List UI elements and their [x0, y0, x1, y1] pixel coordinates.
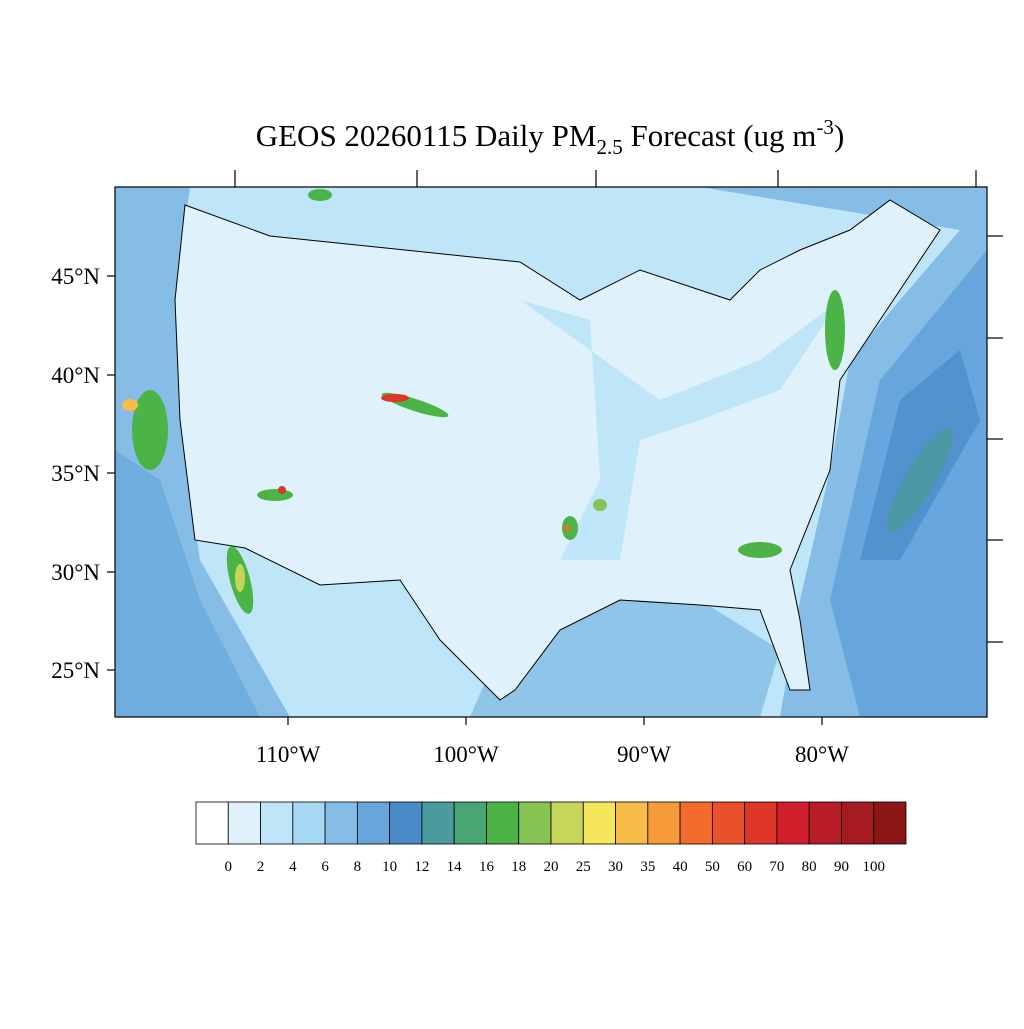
lon-label: 80°W: [795, 742, 849, 767]
colorbar-label: 16: [479, 859, 495, 875]
colorbar-box: [195, 801, 229, 845]
lat-label: 45°N: [51, 264, 100, 289]
colorbar-box: [711, 801, 746, 845]
colorbar-box: [841, 801, 875, 845]
colorbar-box: [356, 801, 391, 845]
axis-labels: 45°N 40°N 35°N 30°N 25°N 110°W 100°W 90°W 80°W: [51, 264, 849, 767]
colorbar-box: [518, 801, 552, 845]
title-part: -3: [816, 115, 834, 139]
colorbar-box: [260, 801, 294, 845]
lat-label: 25°N: [51, 658, 100, 683]
colorbar-box: [486, 801, 520, 845]
lat-label: 40°N: [51, 363, 100, 388]
colorbar-box: [389, 801, 423, 845]
colorbar-box: [582, 801, 616, 845]
colorbar-box: [808, 801, 842, 845]
colorbar-label: 18: [511, 859, 526, 875]
colorbar-box: [873, 801, 907, 845]
title-part: ): [834, 118, 844, 153]
colorbar-label: 4: [289, 859, 297, 875]
ticks: [107, 170, 1003, 725]
lat-label: 35°N: [51, 461, 100, 486]
colorbar-label: 14: [447, 859, 463, 875]
map-frame: [114, 186, 988, 718]
title-part: Forecast (ug m: [623, 118, 817, 153]
colorbar-label: 100: [862, 859, 885, 875]
colorbar-label: 80: [802, 859, 817, 875]
colorbar-box: [550, 801, 584, 845]
colorbar-label: 6: [321, 859, 329, 875]
colorbar-label: 70: [769, 859, 784, 875]
colorbar-label: 20: [544, 859, 559, 875]
colorbar-label: 40: [673, 859, 688, 875]
colorbar-box: [647, 801, 681, 845]
colorbar-label: 25: [576, 859, 591, 875]
colorbar-box: [453, 801, 487, 845]
colorbar-label: 30: [608, 859, 623, 875]
colorbar-box: [776, 801, 810, 845]
colorbar: 0 2 4 6 8 10 12 14 16 18 20 25 30 35 40 50 60 70 80 90 100: [195, 801, 907, 875]
title: GEOS 20260115 Daily PM2.5 Forecast (ug m…: [256, 115, 845, 159]
colorbar-label: 2: [257, 859, 265, 875]
colorbar-box: [292, 801, 326, 845]
map-field: [115, 187, 987, 717]
colorbar-label: 8: [354, 859, 362, 875]
colorbar-label: 90: [834, 859, 849, 875]
colorbar-box: [679, 801, 713, 845]
colorbar-box: [615, 801, 649, 845]
title-part: GEOS 20260115 Daily PM: [256, 118, 597, 153]
colorbar-label: 10: [382, 859, 397, 875]
colorbar-box: [421, 801, 455, 845]
lon-label: 110°W: [256, 742, 321, 767]
colorbar-label: 12: [414, 859, 429, 875]
colorbar-label: 50: [705, 859, 720, 875]
colorbar-label: 0: [225, 859, 233, 875]
colorbar-box: [324, 801, 358, 845]
title-part: 2.5: [596, 135, 622, 159]
colorbar-box: [744, 801, 778, 845]
colorbar-box: [227, 801, 261, 845]
colorbar-label: 35: [640, 859, 655, 875]
lon-label: 90°W: [617, 742, 671, 767]
lon-label: 100°W: [433, 742, 499, 767]
lat-label: 30°N: [51, 560, 100, 585]
colorbar-label: 60: [737, 859, 752, 875]
